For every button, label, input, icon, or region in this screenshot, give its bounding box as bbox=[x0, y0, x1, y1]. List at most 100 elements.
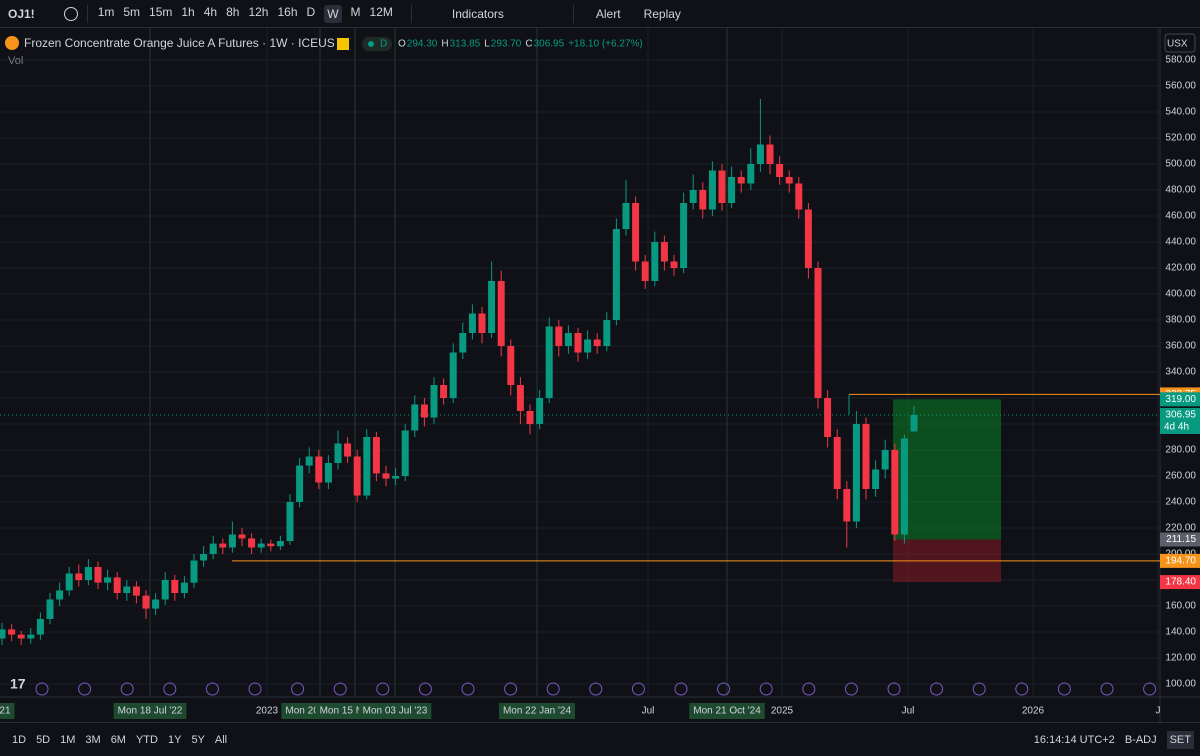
candle-body bbox=[900, 438, 908, 535]
x-tick-label: Mon 22 Jan '24 bbox=[503, 706, 572, 717]
candle-body bbox=[200, 554, 208, 561]
level-label: 194.70 bbox=[1165, 556, 1196, 567]
ohlc-high-label: H bbox=[441, 39, 448, 50]
interval[interactable]: M bbox=[350, 4, 361, 19]
y-tick-label: 440.00 bbox=[1165, 237, 1196, 248]
interval[interactable]: 12M bbox=[369, 4, 393, 19]
settings[interactable]: SET bbox=[1166, 730, 1194, 749]
y-tick-label: 240.00 bbox=[1165, 497, 1196, 508]
symbol[interactable]: OJ1! bbox=[8, 6, 35, 21]
candle-body bbox=[776, 164, 784, 177]
range[interactable]: All bbox=[214, 733, 228, 746]
y-tick-label: 120.00 bbox=[1165, 653, 1196, 664]
candle-body bbox=[248, 538, 256, 548]
range[interactable]: 6M bbox=[110, 733, 126, 746]
candle-body bbox=[804, 209, 812, 268]
candle-body bbox=[699, 190, 707, 210]
candle-body bbox=[46, 599, 54, 619]
candle-body bbox=[382, 473, 390, 479]
candle-body bbox=[94, 567, 102, 583]
range[interactable]: 1Y bbox=[167, 733, 182, 746]
candle-body bbox=[660, 242, 668, 262]
indicators[interactable]: Indicators bbox=[451, 6, 504, 21]
event-icon bbox=[844, 682, 858, 696]
candle-body bbox=[488, 281, 496, 333]
candle-body bbox=[257, 543, 265, 548]
event-icon bbox=[759, 682, 773, 696]
y-tick-label: 540.00 bbox=[1165, 107, 1196, 118]
target-zone bbox=[893, 399, 1001, 540]
candle-body bbox=[459, 333, 467, 353]
range[interactable]: 5D bbox=[36, 733, 51, 746]
interval[interactable]: D bbox=[306, 4, 316, 19]
candle-body bbox=[478, 313, 486, 333]
y-tick-label: 160.00 bbox=[1165, 601, 1196, 612]
range[interactable]: YTD bbox=[135, 733, 158, 746]
interval[interactable]: 4h bbox=[203, 4, 218, 19]
candle-body bbox=[209, 543, 217, 554]
candle-body bbox=[353, 456, 361, 496]
candle-body bbox=[785, 177, 793, 184]
event-icon bbox=[1143, 682, 1157, 696]
candle-body bbox=[632, 203, 640, 262]
session-badge bbox=[362, 37, 392, 51]
candle-body bbox=[401, 430, 409, 476]
flag-icon[interactable] bbox=[337, 38, 349, 50]
level-label: 319.00 bbox=[1165, 394, 1196, 405]
currency-box[interactable] bbox=[1164, 33, 1196, 53]
volume-label: Vol bbox=[8, 55, 23, 67]
adjust[interactable]: B-ADJ bbox=[1124, 733, 1157, 746]
candle-body bbox=[430, 385, 438, 418]
clock: 16:14:14 UTC+2 bbox=[1033, 733, 1115, 746]
event-icon bbox=[631, 682, 645, 696]
range[interactable]: 5Y bbox=[191, 733, 205, 746]
interval[interactable]: 1h bbox=[181, 4, 195, 19]
x-tick-label: Jul bbox=[902, 706, 915, 717]
replay[interactable]: Replay bbox=[643, 6, 681, 21]
candle-body bbox=[584, 339, 592, 353]
candle-body bbox=[910, 414, 918, 432]
level-sublabel: 4d 4h bbox=[1164, 422, 1189, 433]
range[interactable]: 1D bbox=[12, 733, 27, 746]
x-tick-label: 2026 bbox=[1022, 706, 1045, 717]
interval[interactable]: 12h bbox=[248, 4, 269, 19]
range[interactable]: 3M bbox=[85, 733, 101, 746]
range[interactable]: 1M bbox=[60, 733, 76, 746]
candle-body bbox=[852, 424, 860, 522]
level-label-bg bbox=[1160, 392, 1200, 407]
interval[interactable]: 16h bbox=[277, 4, 298, 19]
candle-body bbox=[728, 177, 736, 203]
interval[interactable]: 5m bbox=[123, 4, 141, 19]
event-icon bbox=[674, 682, 688, 696]
y-tick-label: 100.00 bbox=[1165, 679, 1196, 690]
x-tick-label: Mon 15 May '23 bbox=[320, 706, 391, 717]
candle-body bbox=[132, 586, 140, 596]
x-tick-label: Mon 21 Oct '24 bbox=[693, 706, 761, 717]
currency[interactable]: USX bbox=[1167, 39, 1188, 50]
interval[interactable]: 8h bbox=[226, 4, 240, 19]
alert[interactable]: Alert bbox=[595, 6, 621, 21]
add-symbol[interactable] bbox=[63, 6, 78, 21]
event-icon bbox=[333, 682, 347, 696]
candle-body bbox=[545, 326, 553, 398]
ohlc-low-label: L bbox=[484, 39, 490, 50]
x-tick-label: 2025 bbox=[771, 706, 794, 717]
level-label-bg bbox=[1160, 575, 1200, 590]
separator bbox=[410, 4, 412, 23]
event-icon bbox=[546, 682, 560, 696]
level-label-bg bbox=[1160, 532, 1200, 547]
candle-body bbox=[449, 352, 457, 398]
event-icon bbox=[291, 682, 305, 696]
x-label-highlight bbox=[689, 703, 765, 719]
candle-body bbox=[411, 404, 419, 431]
separator bbox=[86, 4, 88, 23]
interval[interactable]: 15m bbox=[149, 4, 173, 19]
candle-body bbox=[171, 580, 179, 593]
interval[interactable]: 1m bbox=[97, 4, 115, 19]
candle-body bbox=[641, 261, 649, 281]
event-icon bbox=[972, 682, 986, 696]
grid bbox=[0, 28, 1160, 697]
interval[interactable]: W bbox=[324, 4, 342, 23]
bottom-bar: 1D 5D 1M 3M 6M YTD 1Y 5Y All 16:14:14 UTC+2 B-AD… bbox=[0, 722, 1200, 756]
